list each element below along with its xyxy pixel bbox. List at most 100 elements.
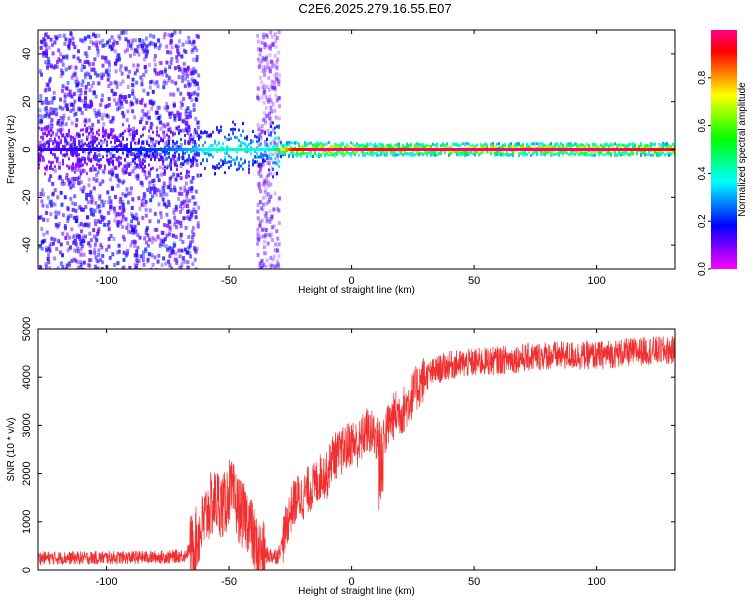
- heatmap-cell: [108, 162, 110, 166]
- heatmap-cell: [162, 148, 164, 151]
- heatmap-cell: [626, 144, 628, 148]
- heatmap-cell: [104, 131, 106, 135]
- heatmap-cell: [277, 96, 281, 101]
- heatmap-cell: [187, 82, 191, 87]
- heatmap-cell: [80, 38, 84, 43]
- heatmap-cell: [340, 141, 342, 145]
- heatmap-cell: [71, 167, 75, 172]
- heatmap-cell: [174, 154, 176, 158]
- heatmap-cell: [172, 139, 174, 143]
- heatmap-cell: [261, 227, 265, 232]
- heatmap-cell: [166, 122, 170, 127]
- heatmap-cell: [306, 148, 308, 151]
- heatmap-cell: [272, 167, 274, 171]
- heatmap-cell: [172, 145, 174, 149]
- heatmap-cell: [192, 153, 196, 158]
- heatmap-cell: [62, 181, 66, 186]
- heatmap-cell: [137, 258, 141, 263]
- heatmap-cell: [120, 162, 122, 166]
- heatmap-cell: [274, 136, 276, 140]
- heatmap-cell: [274, 161, 276, 165]
- heatmap-cell: [662, 145, 664, 149]
- heatmap-cell: [42, 135, 44, 139]
- heatmap-cell: [192, 161, 194, 165]
- heatmap-cell: [666, 148, 668, 151]
- heatmap-cell: [178, 67, 182, 72]
- heatmap-cell: [140, 183, 144, 188]
- heatmap-cell: [346, 150, 348, 154]
- heatmap-cell: [138, 165, 142, 170]
- heatmap-cell: [104, 167, 106, 171]
- heatmap-cell: [269, 59, 273, 64]
- heatmap-cell: [190, 68, 194, 73]
- heatmap-cell: [360, 150, 362, 154]
- heatmap-cell: [125, 47, 129, 52]
- heatmap-cell: [52, 167, 54, 171]
- heatmap-cell: [271, 257, 275, 262]
- heatmap-cell: [630, 149, 632, 153]
- heatmap-cell: [382, 145, 384, 149]
- heatmap-cell: [294, 141, 296, 145]
- heatmap-cell: [63, 224, 67, 229]
- heatmap-cell: [273, 80, 277, 85]
- heatmap-cell: [600, 148, 602, 151]
- heatmap-cell: [160, 136, 162, 140]
- heatmap-cell: [126, 200, 130, 205]
- heatmap-cell: [260, 59, 264, 64]
- heatmap-cell: [396, 143, 398, 147]
- heatmap-cell: [94, 94, 98, 99]
- heatmap-cell: [38, 69, 42, 74]
- heatmap-cell: [502, 143, 504, 147]
- heatmap-cell: [218, 129, 220, 133]
- heatmap-cell: [100, 76, 104, 81]
- heatmap-cell: [288, 143, 290, 147]
- heatmap-cell: [212, 165, 214, 169]
- heatmap-cell: [263, 178, 267, 183]
- heatmap-cell: [134, 130, 138, 135]
- heatmap-cell: [168, 263, 172, 268]
- heatmap-cell: [162, 81, 166, 86]
- heatmap-cell: [95, 238, 99, 243]
- heatmap-cell: [108, 68, 112, 73]
- heatmap-cell: [446, 148, 448, 151]
- heatmap-cell: [155, 80, 159, 85]
- heatmap-cell: [265, 60, 269, 65]
- heatmap-cell: [156, 152, 158, 156]
- heatmap-cell: [115, 101, 119, 106]
- heatmap-cell: [179, 220, 183, 225]
- heatmap-cell: [202, 144, 204, 148]
- heatmap-cell: [119, 99, 123, 104]
- heatmap-cell: [51, 132, 55, 137]
- heatmap-cell: [102, 112, 106, 117]
- heatmap-cell: [158, 158, 160, 162]
- heatmap-cell: [396, 148, 398, 151]
- heatmap-cell: [139, 160, 143, 165]
- heatmap-cell: [186, 265, 190, 269]
- heatmap-cell: [106, 154, 108, 158]
- heatmap-cell: [162, 85, 166, 90]
- heatmap-cell: [154, 144, 156, 148]
- heatmap-cell: [83, 72, 87, 77]
- heatmap-cell: [87, 222, 91, 227]
- heatmap-cell: [486, 150, 488, 154]
- heatmap-cell: [160, 72, 164, 77]
- heatmap-cell: [434, 143, 436, 147]
- heatmap-cell: [190, 158, 192, 162]
- heatmap-cell: [436, 146, 438, 150]
- heatmap-cell: [316, 141, 318, 145]
- heatmap-cell: [256, 47, 260, 52]
- heatmap-cell: [462, 148, 464, 151]
- heatmap-cell: [228, 138, 230, 142]
- heatmap-cell: [165, 139, 169, 144]
- heatmap-cell: [634, 148, 636, 151]
- heatmap-cell: [82, 267, 86, 269]
- heatmap-cell: [260, 258, 264, 263]
- heatmap-cell: [128, 163, 130, 167]
- heatmap-cell: [74, 202, 78, 207]
- heatmap-cell: [228, 160, 230, 164]
- heatmap-cell: [93, 208, 97, 213]
- heatmap-cell: [48, 76, 52, 81]
- heatmap-cell: [262, 158, 264, 162]
- heatmap-cell: [71, 142, 75, 147]
- heatmap-cell: [542, 150, 544, 154]
